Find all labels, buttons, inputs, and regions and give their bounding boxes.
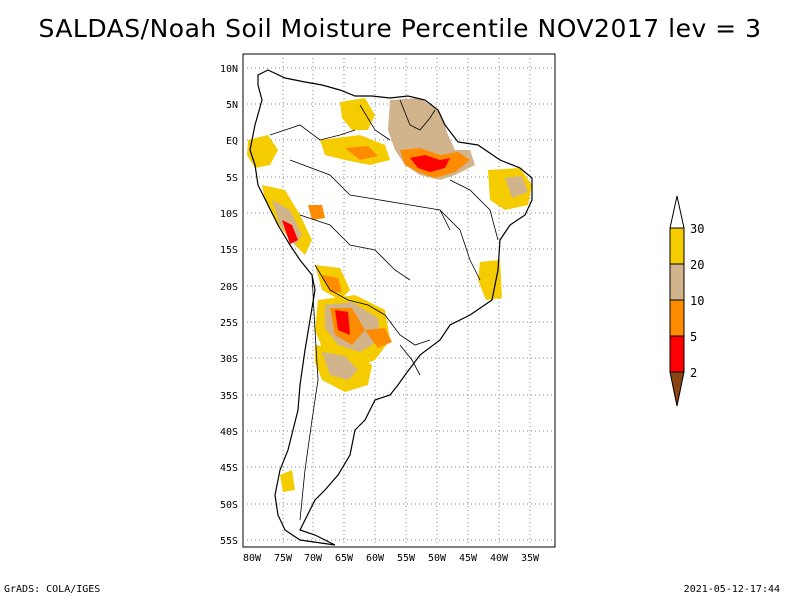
footer-timestamp: 2021-05-12-17:44 bbox=[683, 584, 780, 595]
colorbar-bin-20-30 bbox=[669, 227, 685, 265]
colorbar-bin-2-5 bbox=[669, 335, 685, 373]
lon-label-35w: 35W bbox=[521, 553, 540, 564]
shading-peru-red bbox=[282, 220, 298, 244]
lon-label-40w: 40W bbox=[490, 553, 509, 564]
shading-pampas-tan bbox=[322, 352, 358, 380]
lon-label-60w: 60W bbox=[366, 553, 385, 564]
lat-label-30s: 30S bbox=[220, 354, 238, 365]
colorbar-label-2: 2 bbox=[690, 366, 697, 380]
lat-label-5s: 5S bbox=[226, 173, 238, 184]
shading-patagonia bbox=[280, 470, 295, 492]
lon-label-75w: 75W bbox=[274, 553, 293, 564]
coastline bbox=[249, 69, 533, 546]
shading-sw-brazil bbox=[478, 260, 502, 300]
colorbar-bin-5-10 bbox=[669, 299, 685, 337]
lat-label-15s: 15S bbox=[220, 245, 238, 256]
lon-label-80w: 80W bbox=[243, 553, 262, 564]
colorbar-bin-10-20 bbox=[669, 263, 685, 301]
shading-guyana bbox=[340, 98, 375, 130]
footer-credit: GrADS: COLA/IGES bbox=[4, 584, 101, 595]
lon-label-70w: 70W bbox=[304, 553, 323, 564]
shading-chaco-red bbox=[335, 310, 350, 335]
colorbar-legend: 30 20 10 5 2 bbox=[669, 195, 704, 407]
colorbar-label-20: 20 bbox=[690, 258, 704, 272]
lat-label-35s: 35S bbox=[220, 391, 238, 402]
lon-label-55w: 55W bbox=[397, 553, 416, 564]
lat-label-50s: 50S bbox=[220, 500, 238, 511]
shading-bolivia-orange bbox=[322, 275, 342, 292]
colorbar-top-arrow bbox=[669, 195, 685, 229]
lat-label-40s: 40S bbox=[220, 427, 238, 438]
lat-label-25s: 25S bbox=[220, 318, 238, 329]
lat-label-5n: 5N bbox=[226, 100, 238, 111]
lon-label-50w: 50W bbox=[428, 553, 447, 564]
colorbar-label-10: 10 bbox=[690, 294, 704, 308]
country-borders bbox=[269, 99, 499, 521]
latitude-labels: 10N 5N EQ 5S 10S 15S 20S 25S 30S 35S 40S… bbox=[220, 64, 238, 547]
lat-label-45s: 45S bbox=[220, 463, 238, 474]
shading-colombia bbox=[247, 135, 278, 168]
shading-northeast-amazon-core bbox=[410, 155, 450, 172]
shading-ne-brazil-tan bbox=[505, 176, 528, 198]
percentile-shading bbox=[247, 98, 532, 492]
lat-label-20s: 20S bbox=[220, 282, 238, 293]
shading-amazon-mid-orange bbox=[345, 146, 378, 160]
colorbar-label-30: 30 bbox=[690, 222, 704, 236]
lat-label-10n: 10N bbox=[220, 64, 238, 75]
lat-label-eq: EQ bbox=[226, 136, 238, 147]
lat-label-55s: 55S bbox=[220, 536, 238, 547]
lon-label-65w: 65W bbox=[335, 553, 354, 564]
shading-paraguay-east bbox=[365, 328, 392, 348]
shading-peru-orange bbox=[308, 205, 325, 220]
lat-label-10s: 10S bbox=[220, 209, 238, 220]
lon-label-45w: 45W bbox=[459, 553, 478, 564]
colorbar-label-5: 5 bbox=[690, 330, 697, 344]
map-title: SALDAS/Noah Soil Moisture Percentile NOV… bbox=[38, 14, 762, 43]
longitude-labels: 80W 75W 70W 65W 60W 55W 50W 45W 40W 35W bbox=[243, 553, 540, 564]
colorbar-bottom-arrow bbox=[669, 371, 685, 407]
